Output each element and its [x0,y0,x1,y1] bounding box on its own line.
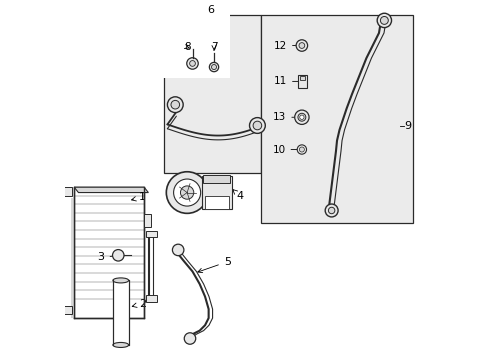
Circle shape [297,113,305,121]
Circle shape [167,97,183,113]
Bar [300,76,305,80]
Text: 3: 3 [98,252,120,262]
Bar [115,252,121,258]
Circle shape [299,147,304,152]
Bar [144,214,151,226]
Text: 12: 12 [273,41,303,50]
Text: 5: 5 [197,257,230,273]
Text: 4: 4 [232,190,243,201]
Bar [63,306,72,315]
Ellipse shape [113,342,128,347]
Ellipse shape [113,278,128,283]
Circle shape [172,244,183,256]
Circle shape [253,121,261,130]
Circle shape [297,145,306,154]
Circle shape [112,249,124,261]
Polygon shape [74,187,148,193]
Circle shape [249,118,265,134]
Text: 1: 1 [131,192,145,202]
Polygon shape [74,187,144,318]
Circle shape [186,58,198,69]
Circle shape [298,42,304,48]
Bar [203,175,230,183]
Text: 8: 8 [183,42,190,52]
Circle shape [171,100,179,109]
Circle shape [184,333,195,344]
Bar [260,15,412,223]
Bar [298,75,306,88]
Circle shape [299,115,304,120]
Circle shape [296,40,307,51]
Bar [145,296,156,302]
Bar [71,198,74,318]
Text: 9: 9 [403,121,410,131]
Circle shape [173,179,200,206]
Text: 10: 10 [272,144,302,154]
Circle shape [294,110,308,125]
Text: 6: 6 [206,5,213,15]
Text: 13: 13 [272,112,305,122]
Circle shape [189,60,195,66]
Circle shape [166,172,207,213]
Circle shape [328,207,334,214]
Bar [145,231,156,237]
Circle shape [211,64,216,69]
Polygon shape [108,10,230,78]
Circle shape [380,17,387,24]
Text: 7: 7 [210,42,217,52]
Bar [63,187,72,196]
Circle shape [180,186,193,199]
Bar [205,196,228,209]
Circle shape [376,13,391,28]
Text: 11: 11 [273,76,303,86]
Circle shape [325,204,337,217]
Bar [113,280,128,345]
Bar [163,15,260,173]
Circle shape [209,62,218,72]
Bar [201,176,232,209]
Text: 2: 2 [132,299,145,309]
